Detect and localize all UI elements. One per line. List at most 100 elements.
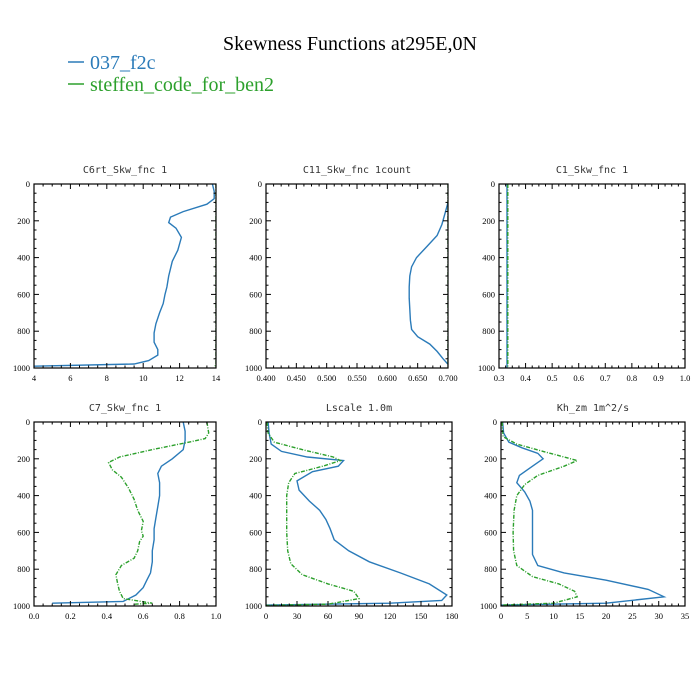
x-tick-label: 0.500	[317, 373, 336, 383]
legend: 037_f2c steffen_code_for_ben2	[68, 52, 274, 96]
x-tick-label: 150	[415, 611, 428, 621]
y-tick-label: 400	[249, 491, 262, 501]
y-tick-label: 1000	[245, 363, 262, 373]
x-tick-label: 180	[446, 611, 459, 621]
y-tick-label: 200	[249, 216, 262, 226]
series-line-037-f2c	[501, 422, 667, 606]
series-line-steffen	[107, 422, 210, 605]
series-line-037-f2c	[408, 202, 448, 365]
y-tick-label: 600	[249, 527, 262, 537]
y-tick-label: 400	[484, 491, 497, 501]
x-tick-label: 0.650	[408, 373, 427, 383]
y-tick-label: 400	[249, 253, 262, 263]
panel-frame	[265, 183, 449, 369]
x-tick-label: 0.8	[174, 611, 185, 621]
y-tick-label: 1000	[478, 363, 495, 373]
x-tick-label: 0.6	[138, 611, 149, 621]
x-tick-label: 0.6	[573, 373, 584, 383]
x-tick-label: 0.700	[438, 373, 457, 383]
panel-frame	[33, 183, 217, 369]
panel-2: C11_Skw_fnc 1count 0.400 0.450 0.500 0.550 0.…	[245, 165, 458, 383]
panel-title: C11_Skw_fnc 1count	[303, 165, 411, 176]
y-tick-label: 800	[249, 564, 262, 574]
y-tick-label: 600	[17, 289, 30, 299]
panel-6: Kh_zm 1m^2/s 0 5 10 15 20 25 30 35 0 200 400 600 800 1…	[480, 403, 689, 621]
series-line-037-f2c	[52, 422, 186, 604]
y-tick-label: 1000	[13, 363, 30, 373]
y-tick-label: 1000	[13, 601, 30, 611]
x-tick-label: 20	[602, 611, 611, 621]
x-tick-label: 0.5	[547, 373, 558, 383]
x-tick-label: 0.0	[29, 611, 40, 621]
panel-title: C7_Skw_fnc 1	[89, 403, 161, 414]
y-tick-label: 200	[482, 216, 495, 226]
panel-title: C6rt_Skw_fnc 1	[83, 165, 167, 176]
panel-1: C6rt_Skw_fnc 1 4 6 8 10 12 14 0 200 400 600 800 1000	[13, 165, 221, 383]
y-tick-label: 800	[482, 326, 495, 336]
x-tick-label: 0.3	[494, 373, 505, 383]
x-tick-label: 8	[105, 373, 109, 383]
y-tick-label: 800	[17, 326, 30, 336]
x-tick-label: 0.550	[347, 373, 366, 383]
y-tick-label: 0	[493, 417, 497, 427]
x-tick-label: 30	[654, 611, 663, 621]
x-tick-label: 0.4	[520, 373, 531, 383]
y-tick-label: 600	[249, 289, 262, 299]
figure-title: Skewness Functions at295E,0N	[223, 33, 477, 55]
x-tick-label: 10	[549, 611, 558, 621]
panel-title: C1_Skw_fnc 1	[556, 165, 628, 176]
series-line-steffen	[213, 184, 216, 368]
panel-title: Lscale 1.0m	[326, 403, 392, 414]
x-tick-label: 0.9	[653, 373, 664, 383]
series-line-steffen	[501, 422, 580, 606]
y-tick-label: 0	[26, 417, 30, 427]
y-tick-label: 400	[17, 491, 30, 501]
x-tick-label: 0	[499, 611, 503, 621]
x-tick-label: 1.0	[680, 373, 691, 383]
x-tick-label: 0.600	[378, 373, 397, 383]
series-line-037-f2c	[34, 184, 215, 367]
y-tick-label: 1000	[480, 601, 497, 611]
x-tick-label: 10	[139, 373, 148, 383]
y-tick-label: 1000	[245, 601, 262, 611]
y-tick-label: 0	[26, 179, 30, 189]
x-tick-label: 60	[324, 611, 333, 621]
panel-4: C7_Skw_fnc 1 0.0 0.2 0.4 0.6 0.8 1.0 0 200 400 600…	[13, 403, 221, 621]
x-tick-label: 0.450	[287, 373, 306, 383]
x-tick-label: 30	[293, 611, 302, 621]
x-tick-label: 5	[525, 611, 529, 621]
y-tick-label: 600	[482, 289, 495, 299]
x-tick-label: 120	[384, 611, 397, 621]
panel-frame	[33, 421, 217, 607]
series-line-037-f2c	[266, 422, 448, 606]
y-tick-label: 800	[17, 564, 30, 574]
panel-title: Kh_zm 1m^2/s	[557, 403, 629, 414]
x-tick-label: 25	[628, 611, 637, 621]
y-tick-label: 0	[258, 417, 262, 427]
x-tick-label: 4	[32, 373, 37, 383]
y-tick-label: 400	[482, 253, 495, 263]
y-tick-label: 200	[484, 454, 497, 464]
y-tick-label: 0	[258, 179, 262, 189]
x-tick-label: 0.400	[256, 373, 275, 383]
x-tick-label: 1.0	[211, 611, 222, 621]
legend-label-steffen: steffen_code_for_ben2	[90, 74, 274, 96]
panel-5: Lscale 1.0m 0 30 60 90 120 150 180 0 200 400 600 800…	[245, 403, 458, 621]
y-tick-label: 200	[17, 216, 30, 226]
y-tick-label: 200	[17, 454, 30, 464]
panel-3: C1_Skw_fnc 1 0.3 0.4 0.5 0.6 0.7 0.8 0.9 1.0 0 200…	[478, 165, 690, 383]
y-tick-label: 600	[484, 527, 497, 537]
x-tick-label: 0.2	[65, 611, 76, 621]
y-tick-label: 800	[484, 564, 497, 574]
y-tick-label: 800	[249, 326, 262, 336]
x-tick-label: 0.8	[627, 373, 638, 383]
x-tick-label: 90	[355, 611, 364, 621]
legend-label-037-f2c: 037_f2c	[90, 52, 156, 74]
y-tick-label: 200	[249, 454, 262, 464]
x-tick-label: 6	[68, 373, 72, 383]
panel-frame	[498, 183, 686, 369]
panel-frame	[265, 421, 453, 607]
y-tick-label: 0	[491, 179, 495, 189]
x-tick-label: 35	[681, 611, 690, 621]
